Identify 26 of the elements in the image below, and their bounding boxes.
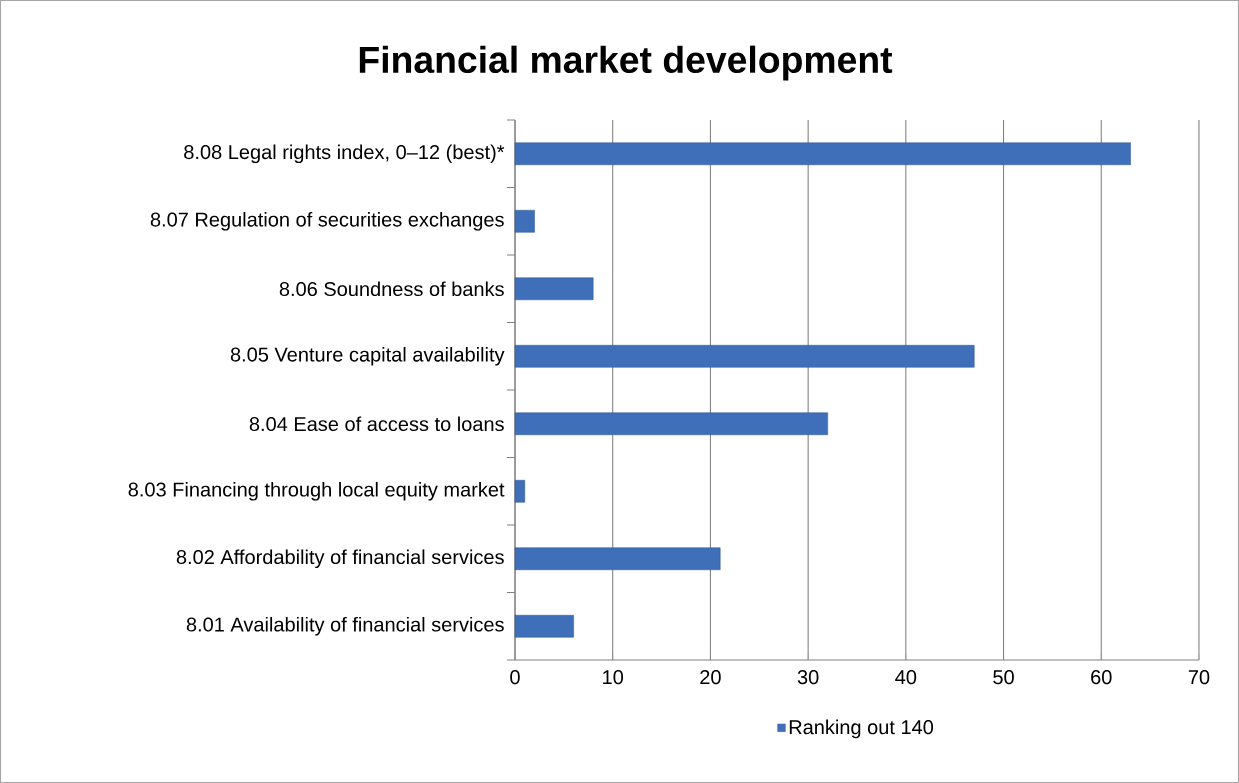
x-tick-label: 40 bbox=[895, 670, 917, 685]
x-tick-label: 60 bbox=[1091, 670, 1112, 685]
y-tick-label: 8.02 Affordability of financial services bbox=[176, 549, 504, 569]
y-tick-label: 8.06 Soundness of banks bbox=[279, 281, 504, 297]
bar bbox=[514, 277, 594, 301]
x-tick-label: 20 bbox=[700, 670, 721, 685]
x-tick-label: 10 bbox=[603, 670, 624, 685]
y-tick-label: 8.01 Availability of financial services bbox=[186, 616, 504, 636]
bar bbox=[514, 142, 1131, 166]
y-tick-label: 8.04 Ease of access to loans bbox=[249, 416, 504, 432]
bar bbox=[514, 345, 975, 368]
legend-label: Ranking out 140 bbox=[789, 719, 934, 739]
bar bbox=[514, 547, 721, 571]
y-tick-label: 8.03 Financing through local equity market bbox=[128, 481, 505, 501]
y-tick-label: 8.08 Legal rights index, 0–12 (best)* bbox=[184, 144, 505, 164]
bar bbox=[514, 614, 574, 638]
chart-title: Financial market development bbox=[359, 45, 893, 81]
y-tick-label: 8.07 Regulation of securities exchanges bbox=[150, 211, 504, 231]
bar bbox=[514, 210, 535, 233]
bar bbox=[514, 412, 828, 436]
x-tick-label: 30 bbox=[797, 670, 819, 685]
x-tick-label: 50 bbox=[993, 670, 1014, 685]
bar bbox=[514, 479, 526, 503]
x-tick-label: 70 bbox=[1188, 670, 1210, 685]
x-tick-label: 0 bbox=[510, 670, 520, 685]
y-tick-label: 8.05 Venture capital availability bbox=[230, 346, 505, 366]
